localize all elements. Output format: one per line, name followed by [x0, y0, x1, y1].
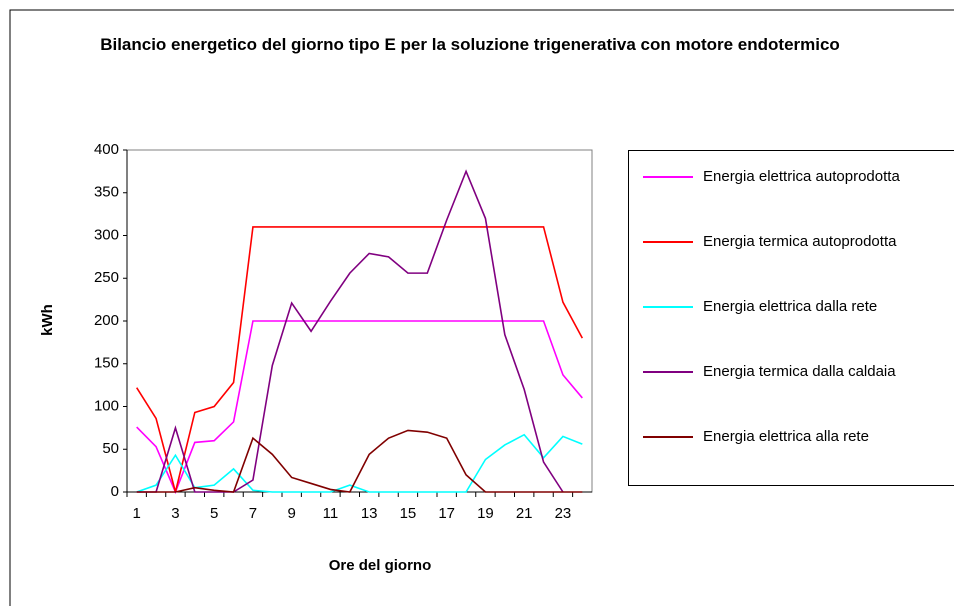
y-tick-label: 300 [94, 226, 119, 243]
legend-swatch [643, 176, 693, 178]
series-line [136, 429, 583, 493]
x-tick-label: 5 [210, 505, 218, 522]
x-tick-label: 17 [438, 505, 455, 522]
legend-entry: Energia elettrica alla rete [629, 425, 954, 490]
legend: Energia elettrica autoprodotta Energia te… [628, 150, 954, 486]
x-tick-label: 1 [133, 505, 141, 522]
x-axis-title: Ore del giorno [329, 557, 432, 574]
legend-label: Energia elettrica dalla rete [703, 298, 878, 315]
chart-title: Bilancio energetico del giorno tipo E pe… [100, 35, 840, 54]
y-tick-label: 0 [111, 483, 119, 500]
chart-border [9, 9, 954, 606]
x-tick-label: 21 [516, 505, 533, 522]
legend-swatch [643, 371, 693, 373]
legend-label: Energia termica dalla caldaia [703, 363, 896, 380]
legend-label: Energia elettrica autoprodotta [703, 168, 900, 185]
x-tick-label: 11 [323, 505, 339, 522]
legend-swatch [643, 436, 693, 438]
x-tick-label: 15 [400, 505, 417, 522]
legend-entry: Energia elettrica dalla rete [629, 295, 954, 360]
legend-entry: Energia termica dalla caldaia [629, 360, 954, 425]
legend-swatch [643, 306, 693, 308]
x-tick-label: 13 [361, 505, 378, 522]
legend-swatch [643, 241, 693, 243]
x-tick-label: 19 [477, 505, 494, 522]
legend-entry: Energia elettrica autoprodotta [629, 165, 954, 230]
legend-label: Energia termica autoprodotta [703, 233, 897, 250]
series-line [136, 226, 584, 493]
x-tick-label: 7 [249, 505, 257, 522]
legend-label: Energia elettrica alla rete [703, 428, 869, 445]
x-tick-label: 23 [555, 505, 572, 522]
y-tick-label: 50 [102, 440, 119, 457]
x-tick-label: 3 [171, 505, 179, 522]
series-line [136, 433, 583, 493]
y-tick-label: 150 [94, 355, 119, 372]
y-tick-label: 350 [94, 184, 119, 201]
series-line [136, 320, 583, 495]
y-tick-label: 400 [94, 141, 119, 158]
y-tick-label: 200 [94, 312, 119, 329]
y-tick-label: 100 [94, 397, 119, 414]
y-axis-title: kWh [39, 304, 56, 336]
x-tick-label: 9 [288, 505, 296, 522]
series-line [136, 169, 564, 493]
legend-entry: Energia termica autoprodotta [629, 230, 954, 295]
y-tick-label: 250 [94, 269, 119, 286]
